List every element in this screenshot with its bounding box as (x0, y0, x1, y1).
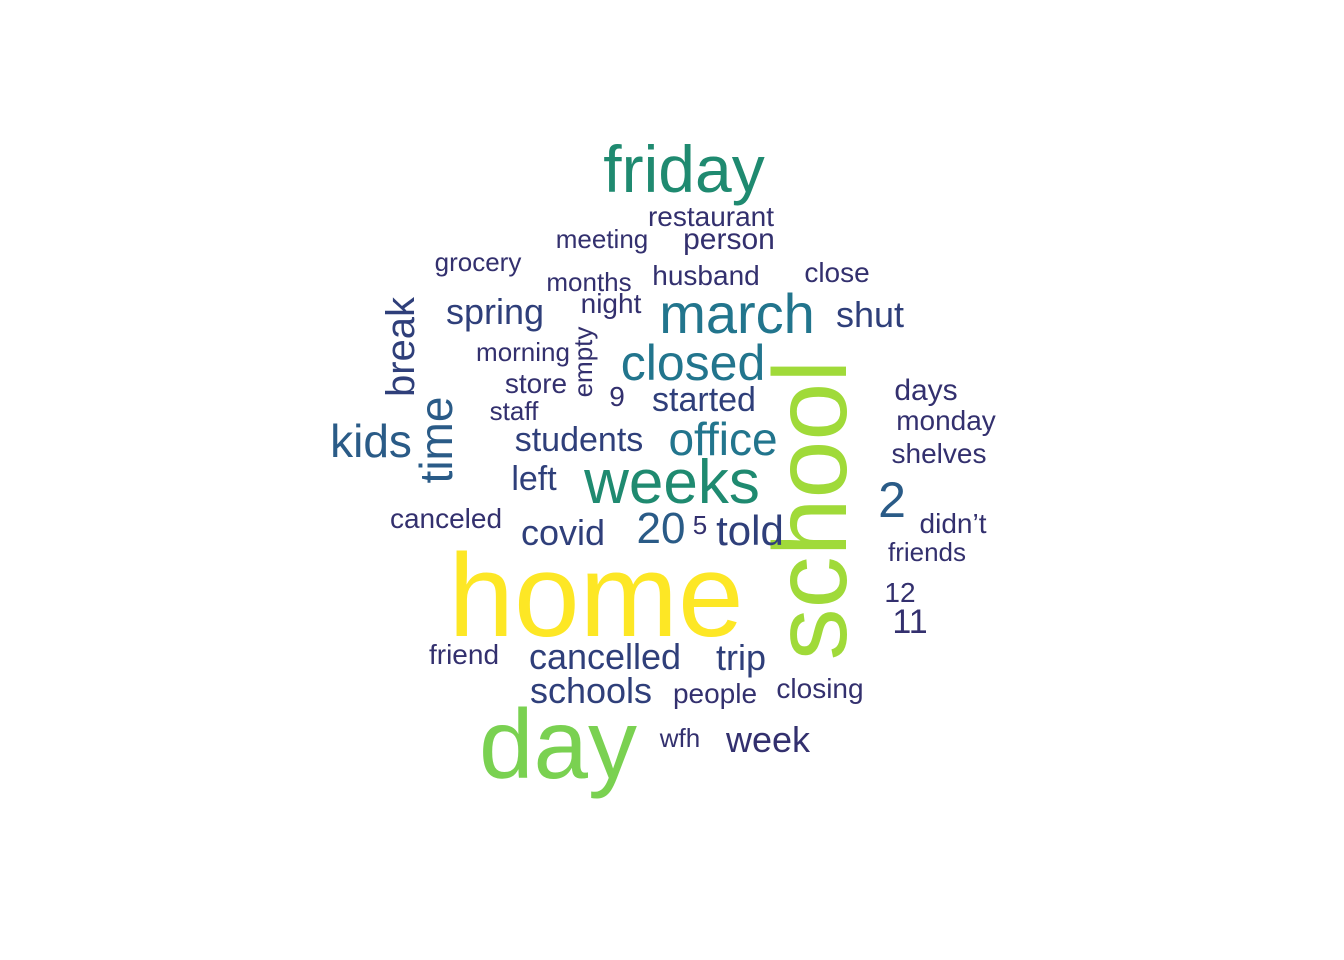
word-day: day (479, 689, 637, 799)
word-wfh: wfh (659, 723, 700, 753)
word-trip: trip (716, 637, 766, 678)
word-cancelled: cancelled (529, 636, 681, 677)
word-told: told (716, 507, 784, 554)
word-5: 5 (693, 510, 707, 540)
word-closed: closed (621, 335, 766, 391)
word-friends: friends (888, 537, 966, 567)
word-friend: friend (429, 639, 499, 670)
word-shelves: shelves (892, 438, 987, 469)
word-monday: monday (896, 405, 996, 436)
word-week: week (725, 719, 811, 760)
word-started: started (652, 381, 756, 419)
word-school: school (753, 360, 869, 661)
word-time: time (410, 397, 462, 484)
word-weeks: weeks (583, 448, 760, 517)
word-meeting: meeting (556, 224, 649, 254)
word-march: march (659, 282, 815, 345)
word-close: close (804, 257, 869, 288)
word-staff: staff (490, 396, 539, 426)
word-empty: empty (568, 327, 598, 398)
word-canceled: canceled (390, 503, 502, 534)
word-20: 20 (637, 504, 686, 553)
word-left: left (511, 460, 557, 498)
word-closing: closing (776, 673, 863, 704)
word-break: break (379, 296, 423, 397)
word-12: 12 (884, 577, 915, 608)
word-students: students (515, 421, 644, 459)
word-2: 2 (878, 472, 906, 528)
word-friday: friday (603, 132, 764, 206)
word-9: 9 (609, 381, 625, 412)
word-kids: kids (330, 415, 412, 467)
word-person: person (683, 223, 775, 256)
word-husband: husband (652, 260, 759, 291)
word-store: store (505, 368, 567, 399)
word-11: 11 (892, 603, 927, 641)
word-shut: shut (836, 294, 904, 335)
word-office: office (668, 413, 777, 465)
word-home: home (448, 530, 743, 662)
word-months: months (546, 267, 631, 297)
word-restaurant: restaurant (648, 201, 774, 232)
word-spring: spring (446, 291, 544, 332)
word-grocery: grocery (435, 247, 522, 277)
word-days: days (894, 374, 957, 407)
word-morning: morning (476, 337, 570, 367)
word-schools: schools (530, 670, 652, 711)
word-didn-t: didn’t (920, 508, 987, 539)
word-covid: covid (521, 512, 605, 553)
word-night: night (581, 288, 642, 319)
word-people: people (673, 678, 757, 709)
